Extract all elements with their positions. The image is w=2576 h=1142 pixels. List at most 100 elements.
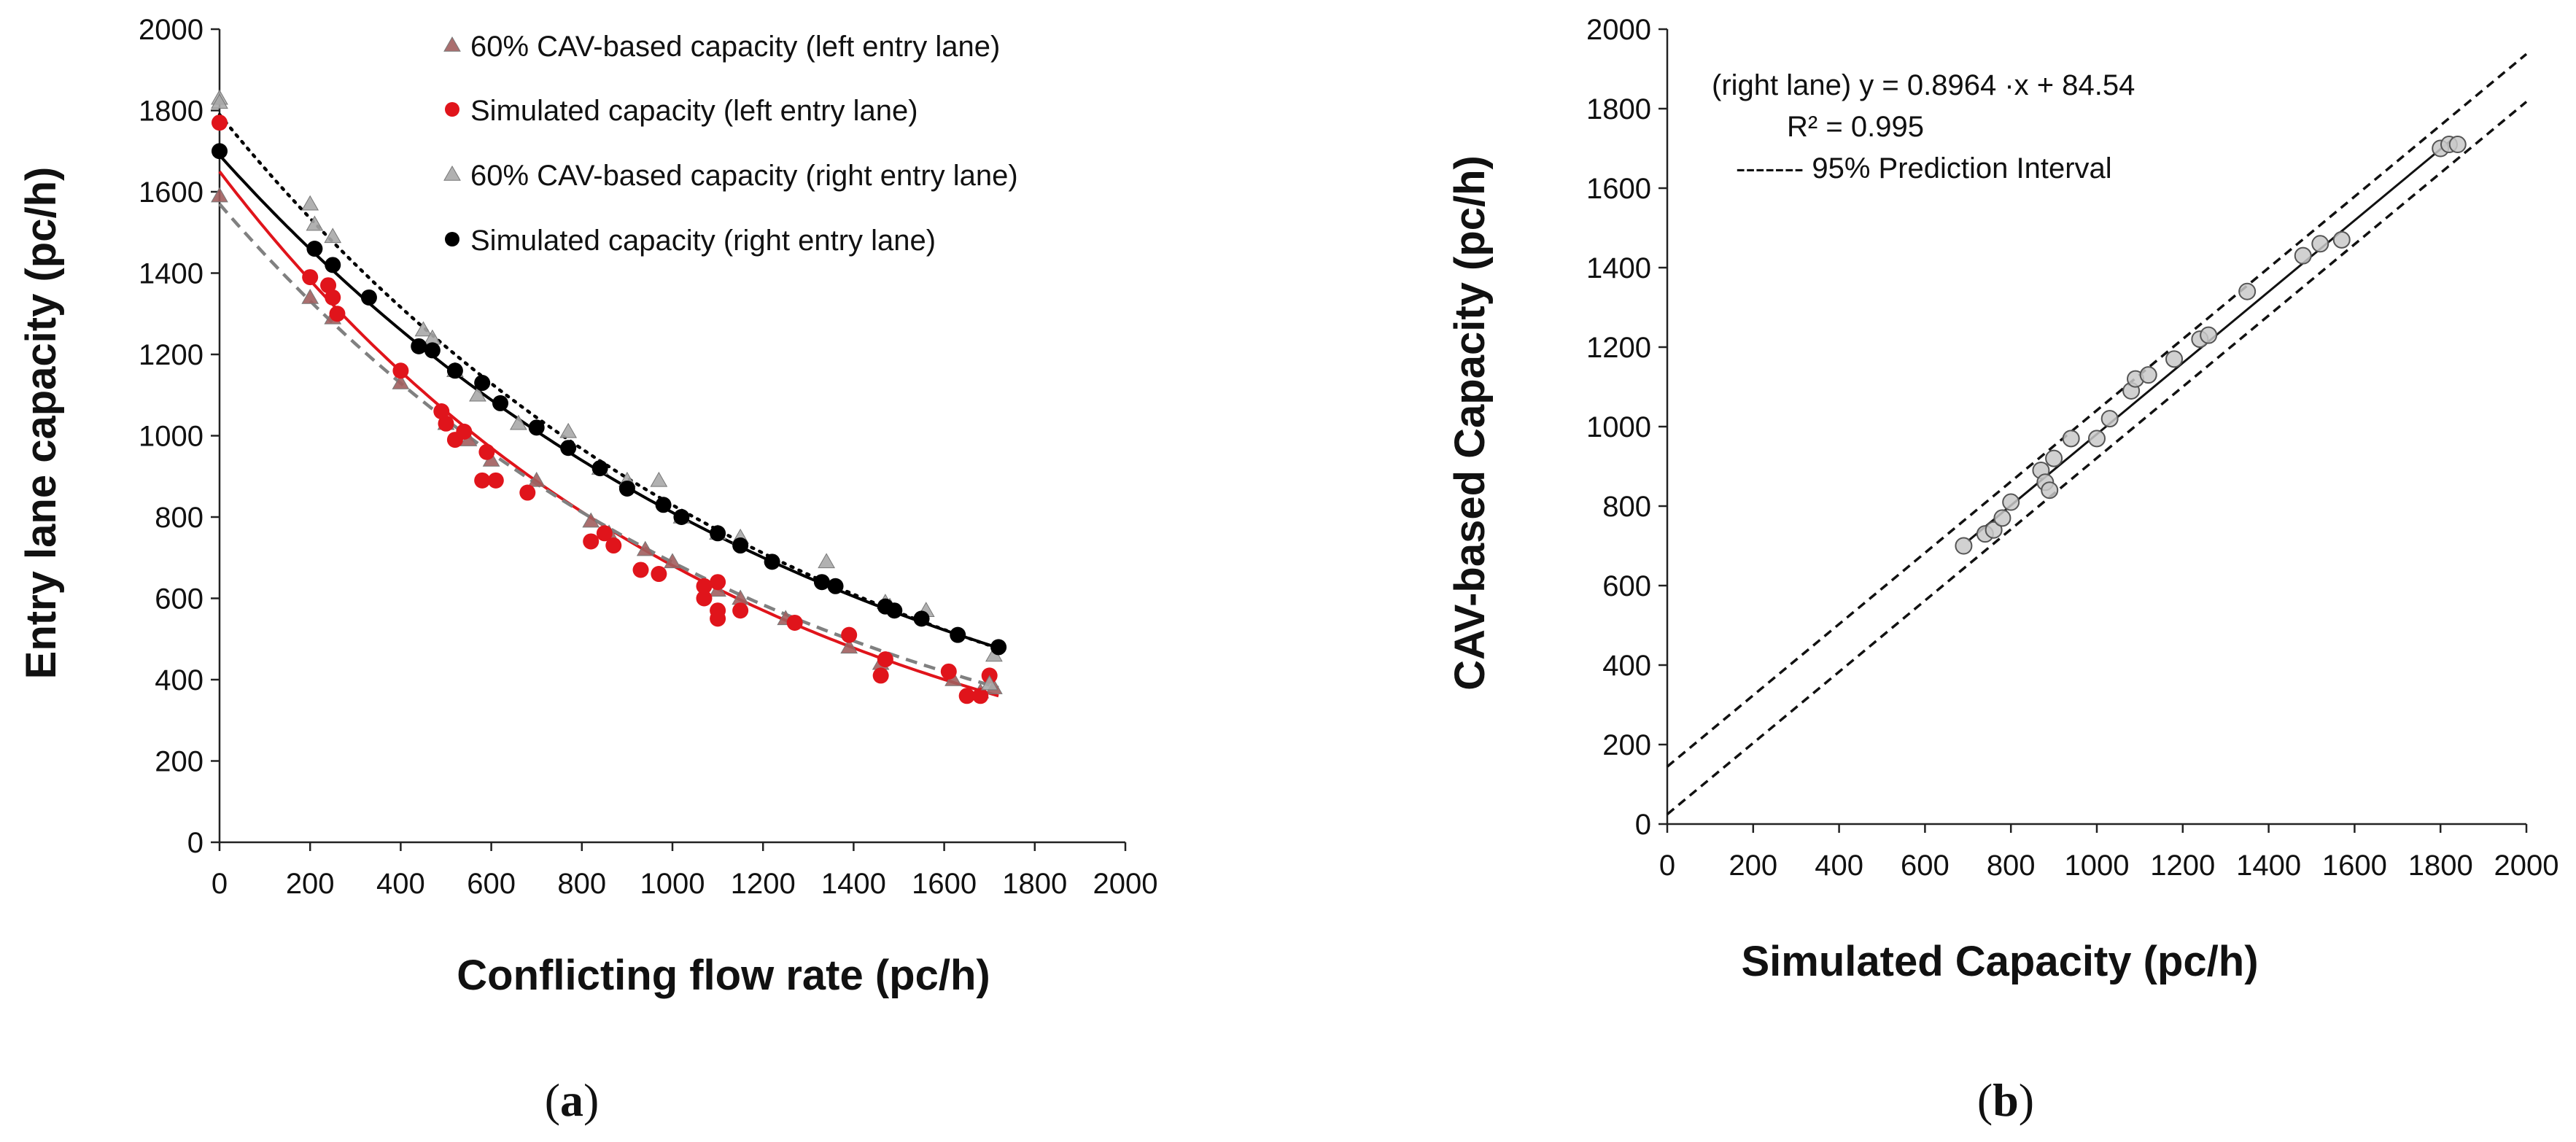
panel-b-x-tick-label: 200	[1729, 850, 1777, 882]
data-point-circle	[596, 525, 613, 542]
data-point-circle	[877, 651, 893, 668]
panel-a-y-tick-label: 1200	[139, 339, 203, 371]
data-point-triangle	[650, 471, 668, 487]
panel-b-y-axis-title: CAV-based Capacity (pc/h)	[1446, 155, 1494, 691]
data-point-circle	[655, 497, 672, 513]
panel-b-r-squared: R² = 0.995	[1787, 111, 1924, 143]
data-point-circle	[528, 419, 545, 436]
data-point-triangle	[211, 187, 228, 203]
data-point-circle	[2045, 449, 2063, 467]
panel-a-y-tick-label: 200	[155, 746, 203, 778]
data-point-triangle	[509, 414, 527, 430]
trendline-dotted	[217, 112, 1001, 650]
data-point-circle	[605, 537, 622, 554]
caption-a: (a)	[545, 1074, 600, 1126]
data-point-triangle	[324, 228, 342, 244]
data-point-circle	[813, 574, 830, 591]
data-point-circle	[2448, 136, 2467, 154]
data-point-circle	[827, 578, 844, 594]
panel-b-y-tick-label: 1400	[1586, 252, 1651, 284]
data-point-circle	[710, 610, 726, 627]
panel-a-y-tick-label: 1600	[139, 176, 203, 209]
data-point-triangle	[301, 288, 319, 304]
data-point-circle	[651, 566, 667, 583]
panel-b-y-tick-label: 200	[1602, 729, 1651, 761]
data-point-circle	[2100, 410, 2119, 428]
panel-a-y-tick-label: 1000	[139, 421, 203, 453]
panel-a-y-tick-label: 1400	[139, 258, 203, 290]
legend-marker-circle	[445, 102, 459, 117]
legend-label-sim-left: Simulated capacity (left entry lane)	[470, 95, 918, 127]
panel-b-y-tick-label: 1800	[1586, 93, 1651, 125]
panel-b-x-axis-title: Simulated Capacity (pc/h)	[1741, 938, 2258, 985]
panel-a-points	[211, 89, 1007, 704]
data-point-circle	[696, 590, 713, 607]
data-point-circle	[478, 443, 495, 460]
data-point-circle	[474, 472, 491, 489]
panel-b-chart: 0 200 400 600 800 1000 1200 1400 1600 1800 2000 0 20…	[1446, 14, 2558, 985]
data-point-circle	[325, 257, 341, 273]
data-point-circle	[306, 241, 323, 257]
panel-b-equation: (right lane) y = 0.8964 ·x + 84.54	[1712, 69, 2135, 101]
panel-a-chart: 0 200 400 600 800 1000 1200 1400 1600 1800 2000 0 20…	[18, 14, 1157, 999]
data-point-circle	[325, 289, 341, 306]
data-point-circle	[2165, 350, 2184, 368]
panel-b-x-tick-label: 800	[1987, 850, 2036, 882]
legend-label-sim-right: Simulated capacity (right entry lane)	[470, 225, 936, 257]
legend-marker-triangle	[443, 36, 461, 52]
data-point-circle	[958, 688, 975, 704]
panel-b-x-tick-label: 1800	[2408, 850, 2473, 882]
data-point-circle	[1993, 509, 2011, 527]
panel-b-y-tick-label: 1200	[1586, 332, 1651, 364]
panel-a-x-tick-label: 0	[212, 868, 228, 900]
data-point-circle	[583, 533, 600, 550]
data-point-circle	[519, 484, 536, 501]
data-point-circle	[2002, 493, 2020, 511]
data-point-triangle	[818, 553, 836, 569]
data-point-triangle	[392, 374, 410, 389]
data-point-circle	[913, 610, 930, 627]
data-point-circle	[320, 277, 337, 294]
data-point-circle	[2238, 282, 2257, 300]
data-point-triangle	[414, 321, 432, 337]
panel-b-x-tick-label: 1200	[2150, 850, 2215, 882]
panel-b-x-tick-label: 0	[1659, 850, 1675, 882]
panel-a-x-tick-label: 1600	[912, 868, 977, 900]
data-point-circle	[474, 375, 491, 392]
data-point-circle	[424, 342, 441, 359]
data-point-circle	[886, 602, 903, 619]
data-point-circle	[487, 472, 504, 489]
panel-a-x-tick-label: 1400	[821, 868, 886, 900]
data-point-triangle	[527, 471, 546, 487]
data-point-circle	[990, 639, 1007, 656]
panel-b-x-tick-label: 2000	[2494, 850, 2559, 882]
panel-a-y-tick-label: 400	[155, 664, 203, 696]
panel-a-legend: 60% CAV-based capacity (left entry lane)…	[443, 31, 1018, 257]
data-point-triangle	[980, 675, 998, 691]
data-point-triangle	[636, 540, 654, 556]
data-point-circle	[411, 338, 427, 354]
panel-a-y-tick-label: 800	[155, 502, 203, 534]
legend-label-cav-left: 60% CAV-based capacity (left entry lane)	[470, 31, 1000, 63]
data-point-circle	[696, 578, 713, 594]
legend-marker-circle	[445, 232, 459, 246]
data-point-circle	[1955, 537, 1973, 555]
data-point-circle	[710, 525, 726, 542]
panel-a-y-tick-label: 1800	[139, 96, 203, 128]
panel-b-x-tick-label: 1600	[2322, 850, 2387, 882]
panel-a-x-tick-label: 1200	[731, 868, 796, 900]
panel-a-x-tick-label: 200	[286, 868, 335, 900]
panel-b-points	[1955, 136, 2467, 555]
data-point-triangle	[559, 422, 578, 438]
data-point-circle	[2294, 246, 2312, 265]
data-point-circle	[786, 614, 803, 631]
panel-b-y-tick-label: 800	[1602, 491, 1651, 523]
data-point-circle	[732, 602, 749, 619]
panel-a-x-axis-title: Conflicting flow rate (pc/h)	[457, 952, 990, 999]
panel-a-y-tick-label: 600	[155, 583, 203, 615]
panel-b-interval-label: ------- 95% Prediction Interval	[1736, 152, 2112, 184]
data-point-circle	[392, 362, 409, 379]
data-point-circle	[2088, 430, 2106, 448]
data-point-circle	[591, 460, 608, 477]
